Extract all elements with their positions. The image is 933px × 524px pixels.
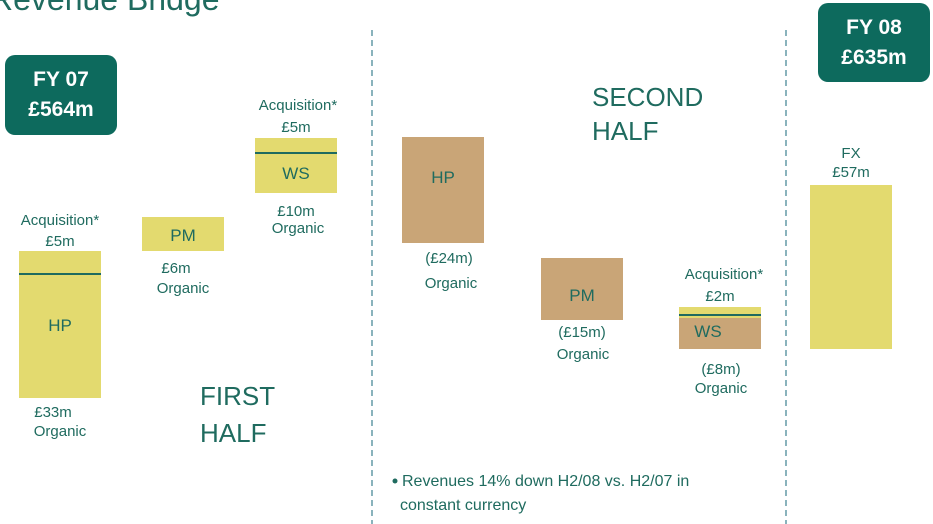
above: Acquisition* [685,266,764,283]
block [679,318,761,349]
block-label: PM [170,226,196,245]
above: £5m [281,119,310,136]
below: Organic [425,275,478,292]
section-label: HALF [592,116,658,146]
below: £10m [277,203,315,220]
below: Organic [695,380,748,397]
block [402,137,484,243]
block-label: PM [569,286,595,305]
fx-label: FX [841,145,860,162]
block [541,258,623,320]
end-amount: £635m [841,46,906,69]
block [255,138,337,193]
below: (£15m) [558,324,606,341]
note: constant currency [400,497,526,514]
below: Organic [157,280,210,297]
block-label: WS [694,322,721,341]
below: £33m [34,404,72,421]
note: Revenues 14% down H2/08 vs. H2/07 in [402,473,689,490]
below: £6m [161,260,190,277]
section-label: FIRST [200,381,275,411]
above: Acquisition* [21,212,100,229]
section-label: SECOND [592,82,703,112]
above: £5m [45,233,74,250]
below: Organic [557,346,610,363]
section-label: HALF [200,418,266,448]
start-amount: £564m [28,98,93,121]
block [810,185,892,349]
fx-amount: £57m [832,164,870,181]
block [19,251,101,398]
bullet [392,478,398,484]
block [679,307,761,318]
start-box [5,55,117,135]
below: (£8m) [701,361,740,378]
below: (£24m) [425,250,473,267]
below: Organic [272,220,325,237]
block-label: HP [431,168,455,187]
block-label: HP [48,316,72,335]
title: Revenue Bridge [0,0,219,17]
above: Acquisition* [259,97,338,114]
above: £2m [705,288,734,305]
block [142,217,224,251]
end-label: FY 08 [846,16,902,39]
below: Organic [34,423,87,440]
start-label: FY 07 [33,68,89,91]
end-box [818,3,930,82]
block-label: WS [282,164,309,183]
